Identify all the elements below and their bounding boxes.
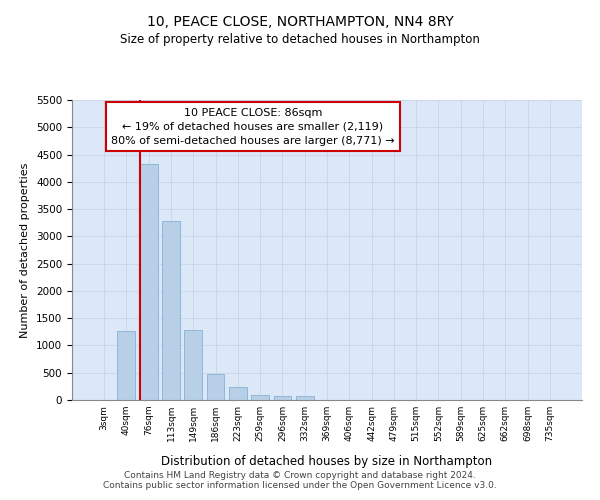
Y-axis label: Number of detached properties: Number of detached properties — [20, 162, 31, 338]
Bar — [140, 164, 158, 400]
Text: 10, PEACE CLOSE, NORTHAMPTON, NN4 8RY: 10, PEACE CLOSE, NORTHAMPTON, NN4 8RY — [146, 15, 454, 29]
Text: Size of property relative to detached houses in Northampton: Size of property relative to detached ho… — [120, 32, 480, 46]
Bar — [274, 396, 292, 400]
Bar — [206, 374, 224, 400]
Bar — [162, 220, 180, 400]
Text: 10 PEACE CLOSE: 86sqm
← 19% of detached houses are smaller (2,119)
80% of semi-d: 10 PEACE CLOSE: 86sqm ← 19% of detached … — [111, 108, 395, 146]
Text: Contains HM Land Registry data © Crown copyright and database right 2024.
Contai: Contains HM Land Registry data © Crown c… — [103, 470, 497, 490]
Bar — [251, 394, 269, 400]
Bar — [118, 330, 136, 400]
Bar — [184, 330, 202, 400]
Bar — [229, 388, 247, 400]
Bar — [296, 396, 314, 400]
X-axis label: Distribution of detached houses by size in Northampton: Distribution of detached houses by size … — [161, 455, 493, 468]
